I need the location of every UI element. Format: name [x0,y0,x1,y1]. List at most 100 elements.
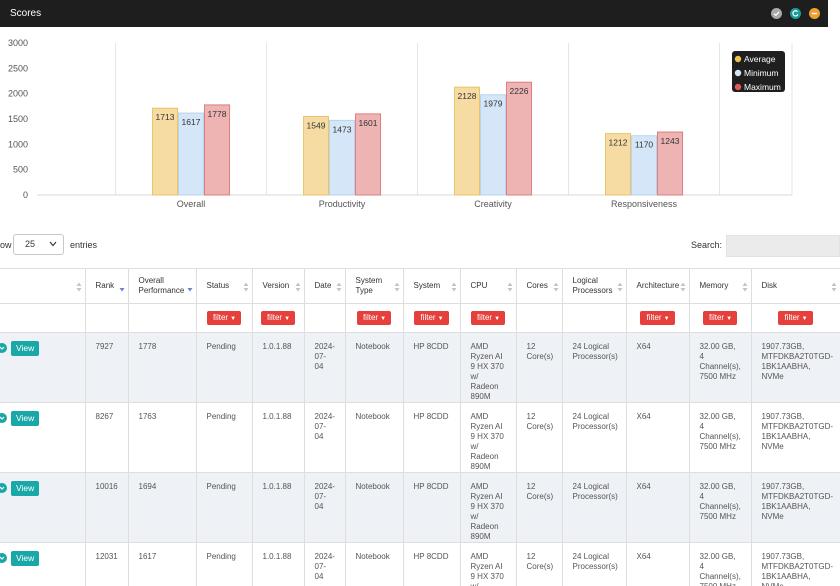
refresh-icon[interactable] [790,8,801,19]
check-icon[interactable] [771,8,782,19]
y-tick-label: 1500 [8,114,28,124]
table-cell: 12031 [85,542,129,586]
table-cell: 1907.73GB, MTFDKBA2T0TGD-1BK1AABHA, NVMe [751,472,840,543]
column-header-status[interactable]: Status [196,268,253,304]
column-header-date[interactable]: Date [304,268,346,304]
table-row[interactable]: View 7927 1778 Pending 1.0.1.88 2024-07-04 Not… [0,332,840,403]
bar [204,104,231,196]
filter-cell [0,303,86,333]
table-cell: 2024-07-04 [304,402,346,473]
expand-chevron-icon[interactable] [0,553,7,563]
table-cell: 2024-07-04 [304,472,346,543]
column-header-system-type[interactable]: System Type [345,268,404,304]
y-tick-label: 1000 [8,139,28,149]
filter-button[interactable]: filter ▼ [470,311,506,325]
table-cell: 32.00 GB, 4 Channel(s), 7500 MHz [689,332,752,403]
table-cell: 2024-07-04 [304,542,346,586]
table-cell: 1778 [128,332,197,403]
column-header-version[interactable]: Version [252,268,305,304]
filter-button-label: filter [646,313,662,322]
table-row[interactable]: View 8267 1763 Pending 1.0.1.88 2024-07-04 Not… [0,402,840,473]
table-cell: 1907.73GB, MTFDKBA2T0TGD-1BK1AABHA, NVMe [751,542,840,586]
table-body: View 7927 1778 Pending 1.0.1.88 2024-07-04 Not… [0,332,840,586]
bar [506,81,533,196]
column-header-label: System [413,281,441,290]
filter-cell [128,303,197,333]
data-label: 1549 [307,121,326,131]
caret-down-icon: ▼ [437,316,444,322]
minimize-icon[interactable] [809,8,820,19]
table-cell: 24 Logical Processor(s) [562,332,627,403]
table-cell: 1907.73GB, MTFDKBA2T0TGD-1BK1AABHA, NVMe [751,332,840,403]
filter-button[interactable]: filter ▼ [356,311,392,325]
filter-cell: filter ▼ [403,303,461,333]
sort-icon [187,282,192,292]
table-cell: AMD Ryzen AI 9 HX 370 w/ Radeon 890M [460,402,517,473]
column-header-memory[interactable]: Memory [689,268,752,304]
sort-icon [336,282,341,292]
column-header-architecture[interactable]: Architecture [626,268,690,304]
filter-cell [516,303,563,333]
column-header-rank[interactable]: Rank [85,268,129,304]
filter-button-label: filter [362,313,379,322]
table-cell: Notebook [345,542,404,586]
expand-chevron-icon[interactable] [0,413,7,423]
filter-button-label: filter [784,313,800,322]
column-header-disk[interactable]: Disk [751,268,840,304]
search-input[interactable] [726,235,840,257]
expand-chevron-icon[interactable] [0,343,7,353]
table-header-row: Rank Overall Performance Status Version Date… [0,268,840,304]
page-length-select[interactable]: 25 [13,234,64,255]
filter-button[interactable]: filter ▼ [206,311,242,325]
expand-chevron-icon[interactable] [0,483,7,493]
view-button[interactable]: View [11,411,40,426]
sort-icon [680,282,685,292]
column-header-actions[interactable] [0,268,86,304]
filter-button[interactable]: filter ▼ [260,311,296,325]
caret-down-icon: ▼ [801,316,808,322]
y-tick-label: 0 [23,190,28,200]
sort-icon [119,282,124,292]
column-header-label: Rank [95,281,115,290]
table-cell: HP 8CDD [403,402,461,473]
table-row[interactable]: View 10016 1694 Pending 1.0.1.88 2024-07-04 No… [0,472,840,543]
view-button[interactable]: View [11,551,40,566]
table-cell: Pending [196,402,253,473]
column-header-logical-processors[interactable]: Logical Processors [562,268,627,304]
table-row[interactable]: View 12031 1617 Pending 1.0.1.88 2024-07-04 No… [0,542,840,586]
table-cell: Notebook [345,472,404,543]
column-header-system[interactable]: System [403,268,461,304]
title-bar: Scores [0,0,828,27]
column-header-cpu[interactable]: CPU [460,268,517,304]
legend-entry: Average [744,54,776,64]
data-label: 2226 [510,86,529,96]
row-actions-cell: View [0,332,86,403]
table-cell: Pending [196,542,253,586]
table-cell: Notebook [345,332,404,403]
column-header-label: CPU [470,281,488,290]
row-actions-cell: View [0,402,86,473]
data-label: 1212 [609,138,628,148]
table-cell: 24 Logical Processor(s) [562,402,627,473]
filter-button[interactable]: filter ▼ [414,311,449,325]
scores-chart: 0 500 1000 1500 2000 2500 3000 1713 1617 1778 Over… [8,38,793,209]
legend-box [732,51,785,92]
table-cell: 1907.73GB, MTFDKBA2T0TGD-1BK1AABHA, NVMe [751,402,840,473]
column-header-label: Overall Performance [138,276,185,295]
legend-entry: Maximum [744,82,781,92]
filter-button[interactable]: filter ▼ [640,311,675,325]
column-header-overall-performance[interactable]: Overall Performance [128,268,197,304]
filter-button[interactable]: filter ▼ [702,311,738,325]
caret-down-icon: ▼ [284,316,291,322]
filter-cell [85,303,129,333]
column-header-label: Disk [761,281,778,290]
view-button[interactable]: View [11,481,40,496]
table-cell: X64 [626,542,690,586]
view-button[interactable]: View [11,341,40,356]
column-header-label: Cores [526,281,548,290]
filter-button[interactable]: filter ▼ [778,311,813,325]
column-header-cores[interactable]: Cores [516,268,563,304]
category-label: Responsiveness [611,199,678,209]
data-label: 1617 [182,117,201,127]
table-cell: 1617 [128,542,197,586]
